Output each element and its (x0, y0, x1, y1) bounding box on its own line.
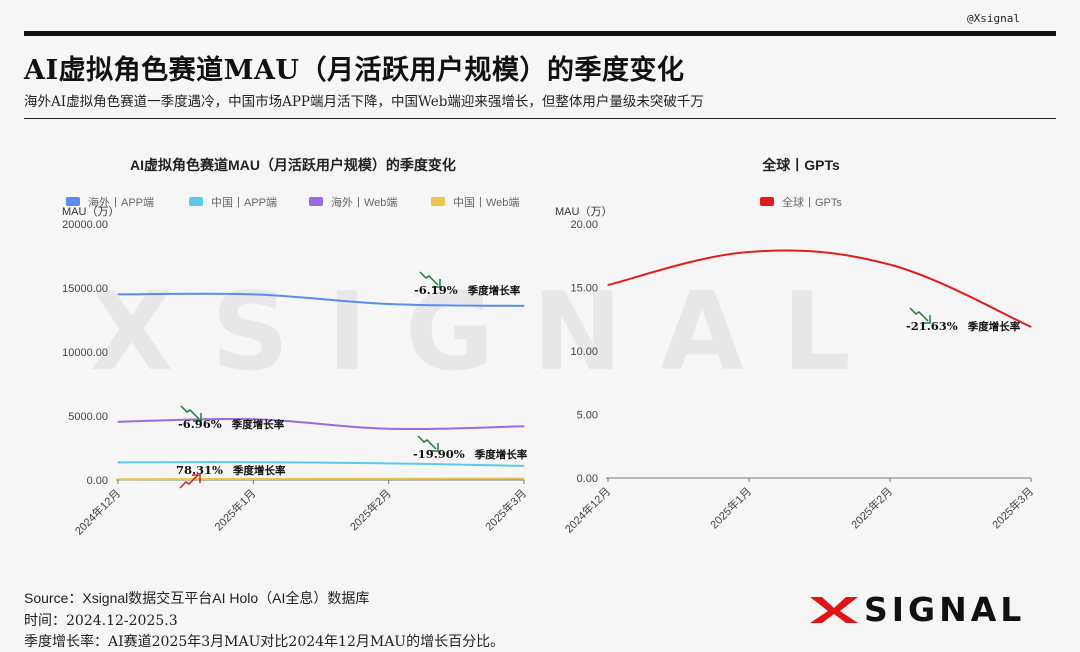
series-line (117, 461, 525, 467)
data-point (252, 293, 254, 295)
growth-value: -6.96% (178, 417, 222, 431)
x-tick-label: 2024年12月 (72, 486, 123, 537)
y-axis-label: MAU（万） (555, 205, 612, 218)
x-tick-label: 2024年12月 (562, 484, 613, 535)
author-handle: @Xsignal (967, 12, 1020, 25)
y-tick-label: 0.00 (87, 475, 108, 487)
chart-title: AI虚拟角色赛道MAU（月活跃用户规模）的季度变化 (130, 157, 456, 173)
data-point (748, 251, 750, 253)
growth-annotation: -6.96% 季度增长率 (178, 417, 285, 431)
trend-arrowhead-icon (192, 474, 201, 483)
legend-label: 中国丨APP端 (211, 196, 277, 209)
growth-annotation: -21.63% 季度增长率 (906, 319, 1021, 333)
growth-annotation: -19.90% 季度增长率 (413, 447, 528, 461)
data-point (252, 461, 254, 463)
y-tick-label: 0.00 (577, 473, 598, 485)
trend-down-icon (417, 435, 437, 450)
page-title: AI虚拟角色赛道MAU（月活跃用户规模）的季度变化 (24, 55, 685, 86)
x-tick-label: 2025年1月 (211, 486, 258, 533)
trend-arrowhead-icon (432, 279, 441, 288)
y-axis-label: MAU（万） (62, 205, 119, 218)
data-point (388, 462, 390, 464)
footer-definition: 季度增长率：AI赛道2025年3月MAU对比2024年12月MAU的增长百分比。 (24, 634, 505, 650)
data-point (117, 461, 119, 463)
trend-arrowhead-icon (430, 443, 439, 452)
trend-arrowhead-icon (193, 413, 202, 422)
series-line (117, 292, 525, 307)
data-point (523, 465, 525, 467)
footer-time: 时间：2024.12-2025.3 (24, 613, 178, 629)
growth-annotation: 78.31% 季度增长率 (176, 463, 286, 477)
brand-x-icon (810, 596, 858, 623)
x-tick-label: 2025年2月 (848, 484, 895, 531)
footer-source: Source：Xsignal数据交互平台AI Holo（AI全息）数据库 (24, 590, 370, 606)
data-point (523, 477, 525, 480)
data-point (117, 293, 119, 295)
growth-annotation: -6.19% 季度增长率 (414, 283, 521, 297)
trend-down-icon (419, 271, 439, 286)
data-point (607, 284, 609, 286)
data-point (523, 305, 525, 307)
growth-label: 季度增长率 (474, 448, 528, 461)
growth-label: 季度增长率 (467, 284, 521, 297)
trend-up-icon (179, 474, 199, 489)
y-tick-label: 10000.00 (62, 347, 108, 359)
data-point (523, 425, 525, 427)
legend-label: 中国丨Web端 (453, 196, 519, 209)
growth-label: 季度增长率 (231, 418, 285, 431)
series-line (117, 417, 525, 431)
data-point (1030, 326, 1032, 328)
y-tick-label: 10.00 (570, 346, 598, 358)
legend-label: 海外丨Web端 (331, 195, 397, 209)
x-tick-label: 2025年3月 (482, 486, 529, 533)
growth-value: -21.63% (906, 319, 958, 333)
series-line (117, 477, 525, 481)
growth-value: 78.31% (176, 463, 223, 477)
trend-arrowhead-icon (922, 315, 931, 324)
legend-label: 全球丨GPTs (782, 195, 842, 209)
legend-swatch (309, 197, 323, 206)
legend-swatch (189, 197, 203, 206)
top-rule (24, 31, 1056, 36)
brand-wordmark: SIGNAL (864, 590, 1026, 629)
growth-label: 季度增长率 (232, 464, 286, 477)
brand-logo: SIGNAL (808, 590, 1025, 629)
legend-swatch (431, 197, 445, 206)
y-tick-label: 15.00 (570, 283, 598, 295)
y-tick-label: 20.00 (570, 219, 598, 231)
y-tick-label: 5.00 (577, 410, 598, 422)
trend-down-icon (909, 307, 929, 322)
series-line (607, 249, 1032, 328)
legend-swatch (760, 197, 774, 206)
growth-value: -19.90% (413, 447, 465, 461)
data-point (252, 418, 254, 420)
page-subtitle: 海外AI虚拟角色赛道一季度遇冷，中国市场APP端月活下降，中国Web端迎来强增长… (24, 94, 704, 110)
data-point (252, 478, 254, 480)
y-tick-label: 15000.00 (62, 283, 108, 295)
chart-title: 全球丨GPTs (761, 157, 840, 173)
subtitle-rule (24, 118, 1056, 119)
growth-label: 季度增长率 (967, 320, 1021, 333)
y-tick-label: 5000.00 (68, 411, 108, 423)
data-point (889, 264, 891, 266)
data-point (388, 478, 390, 480)
data-point (388, 303, 390, 305)
data-point (117, 478, 119, 480)
legend-label: 海外丨APP端 (88, 195, 154, 209)
legend-swatch (66, 197, 80, 206)
y-tick-label: 20000.00 (62, 219, 108, 231)
x-tick-label: 2025年2月 (347, 486, 394, 533)
trend-down-icon (180, 405, 200, 420)
growth-value: -6.19% (414, 283, 458, 297)
data-point (388, 428, 390, 430)
x-tick-label: 2025年3月 (989, 484, 1036, 531)
data-point (117, 421, 119, 423)
x-tick-label: 2025年1月 (707, 484, 754, 531)
